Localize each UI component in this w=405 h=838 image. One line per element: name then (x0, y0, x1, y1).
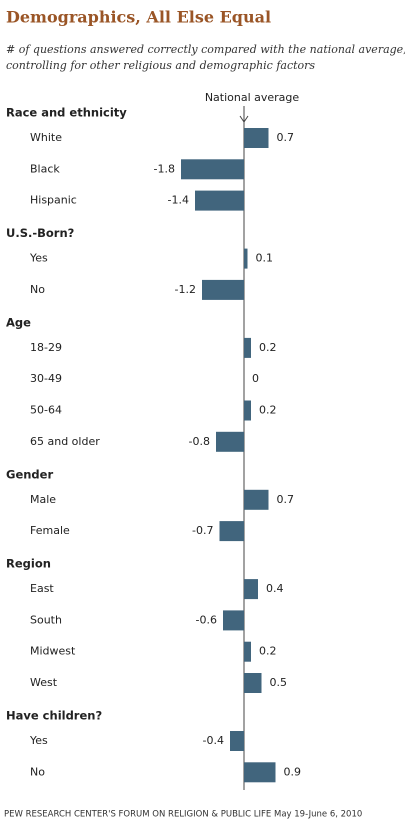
category-label: No (30, 765, 45, 778)
category-label: Midwest (30, 645, 76, 658)
group-label: Region (6, 557, 51, 571)
category-label: Black (30, 162, 60, 175)
category-label: Yes (29, 734, 48, 747)
value-label: -1.8 (154, 162, 175, 175)
bar (195, 190, 244, 211)
bar (244, 641, 251, 662)
group-label: Race and ethnicity (6, 106, 127, 120)
value-label: -1.4 (168, 194, 189, 207)
value-label: -0.7 (192, 524, 213, 537)
bar (244, 248, 248, 269)
category-label: South (30, 613, 62, 626)
value-label: 0.1 (256, 252, 274, 265)
category-label: 30-49 (30, 372, 62, 385)
source: PEW RESEARCH CENTER'S FORUM ON RELIGION … (4, 810, 362, 820)
category-label: West (30, 676, 58, 689)
bar (202, 279, 244, 300)
value-label: 0.7 (277, 493, 295, 506)
category-label: 50-64 (30, 404, 62, 417)
category-label: Male (30, 493, 56, 506)
bar (223, 610, 244, 631)
group-label: U.S.-Born? (6, 226, 74, 240)
chart-subtitle: # of questions answered correctly compar… (6, 43, 405, 56)
category-label: No (30, 283, 45, 296)
bar (244, 128, 269, 148)
category-label: 65 and older (30, 435, 100, 448)
value-label: 0 (252, 372, 259, 385)
category-label: White (30, 131, 62, 144)
value-label: -1.2 (175, 283, 196, 296)
bar (181, 159, 244, 180)
annotation: National average (205, 91, 300, 104)
value-label: 0.5 (270, 676, 288, 689)
value-label: 0.7 (277, 131, 295, 144)
category-label: Hispanic (30, 194, 77, 207)
bar (244, 489, 269, 510)
value-label: 0.2 (259, 645, 277, 658)
category-label: Yes (29, 252, 48, 265)
category-label: 18-29 (30, 341, 62, 354)
category-label: Female (30, 524, 70, 537)
group-label: Age (6, 315, 31, 329)
value-label: -0.8 (189, 435, 210, 448)
category-label: East (30, 582, 54, 595)
bar (244, 762, 276, 783)
bar (244, 673, 262, 693)
value-label: -0.6 (196, 613, 217, 626)
bar (216, 431, 244, 452)
bar (244, 400, 251, 421)
value-label: 0.2 (259, 404, 277, 417)
bar (244, 579, 258, 600)
bar (244, 337, 251, 358)
bar (230, 731, 244, 751)
value-label: 0.2 (259, 341, 277, 354)
value-label: 0.9 (284, 765, 302, 778)
group-label: Gender (6, 467, 53, 481)
value-label: -0.4 (203, 734, 224, 747)
group-label: Have children? (6, 709, 102, 723)
arrow (239, 115, 249, 123)
chart-subtitle: controlling for other religious and demo… (6, 59, 315, 72)
chart-title: Demographics, All Else Equal (6, 8, 271, 27)
bar (219, 521, 244, 542)
value-label: 0.4 (266, 582, 284, 595)
